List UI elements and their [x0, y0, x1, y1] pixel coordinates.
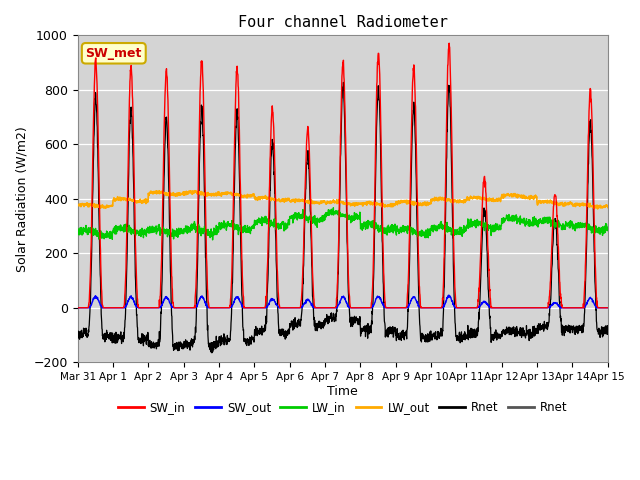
LW_out [191, 188, 198, 193]
SW_out [74, 305, 81, 311]
Rnet [563, 324, 570, 330]
Line: SW_in: SW_in [77, 43, 640, 308]
LW_in [74, 231, 81, 237]
SW_in [445, 40, 453, 46]
X-axis label: Time: Time [327, 385, 358, 398]
LW_in [639, 227, 640, 233]
LW_in [395, 226, 403, 232]
LW_out [639, 203, 640, 209]
SW_in [394, 305, 402, 311]
SW_out [131, 300, 138, 305]
SW_out [252, 305, 260, 311]
LW_in [563, 221, 570, 227]
Rnet [639, 328, 640, 334]
Line: Rnet: Rnet [77, 83, 640, 353]
LW_out [631, 207, 639, 213]
SW_in [531, 305, 538, 311]
SW_out [639, 305, 640, 311]
Line: SW_out: SW_out [77, 295, 640, 308]
LW_out [563, 202, 570, 207]
Line: LW_out: LW_out [77, 191, 640, 210]
Rnet [531, 330, 539, 336]
LW_in [209, 237, 216, 243]
SW_out [563, 305, 570, 311]
SW_in [639, 305, 640, 311]
Rnet [131, 211, 138, 216]
Rnet [208, 350, 216, 356]
LW_out [631, 205, 639, 211]
LW_out [531, 193, 538, 199]
LW_out [394, 199, 402, 205]
LW_in [131, 229, 138, 235]
SW_in [131, 171, 138, 177]
SW_out [631, 305, 639, 311]
LW_in [631, 228, 639, 234]
Rnet [340, 80, 348, 85]
SW_out [531, 305, 538, 311]
Rnet [252, 327, 260, 333]
LW_out [131, 196, 138, 202]
LW_out [252, 195, 260, 201]
LW_in [531, 218, 539, 224]
Legend: SW_in, SW_out, LW_in, LW_out, Rnet, Rnet: SW_in, SW_out, LW_in, LW_out, Rnet, Rnet [113, 396, 572, 419]
Title: Four channel Radiometer: Four channel Radiometer [237, 15, 447, 30]
SW_in [74, 305, 81, 311]
LW_in [330, 205, 337, 211]
SW_in [563, 305, 570, 311]
SW_out [445, 292, 452, 298]
SW_in [252, 305, 260, 311]
LW_out [74, 202, 81, 207]
Y-axis label: Solar Radiation (W/m2): Solar Radiation (W/m2) [15, 126, 28, 272]
Line: LW_in: LW_in [77, 208, 640, 240]
Rnet [74, 334, 81, 340]
Text: SW_met: SW_met [86, 47, 142, 60]
SW_out [394, 305, 402, 311]
Rnet [631, 327, 639, 333]
Rnet [395, 333, 403, 339]
SW_in [631, 305, 639, 311]
LW_in [252, 218, 260, 224]
